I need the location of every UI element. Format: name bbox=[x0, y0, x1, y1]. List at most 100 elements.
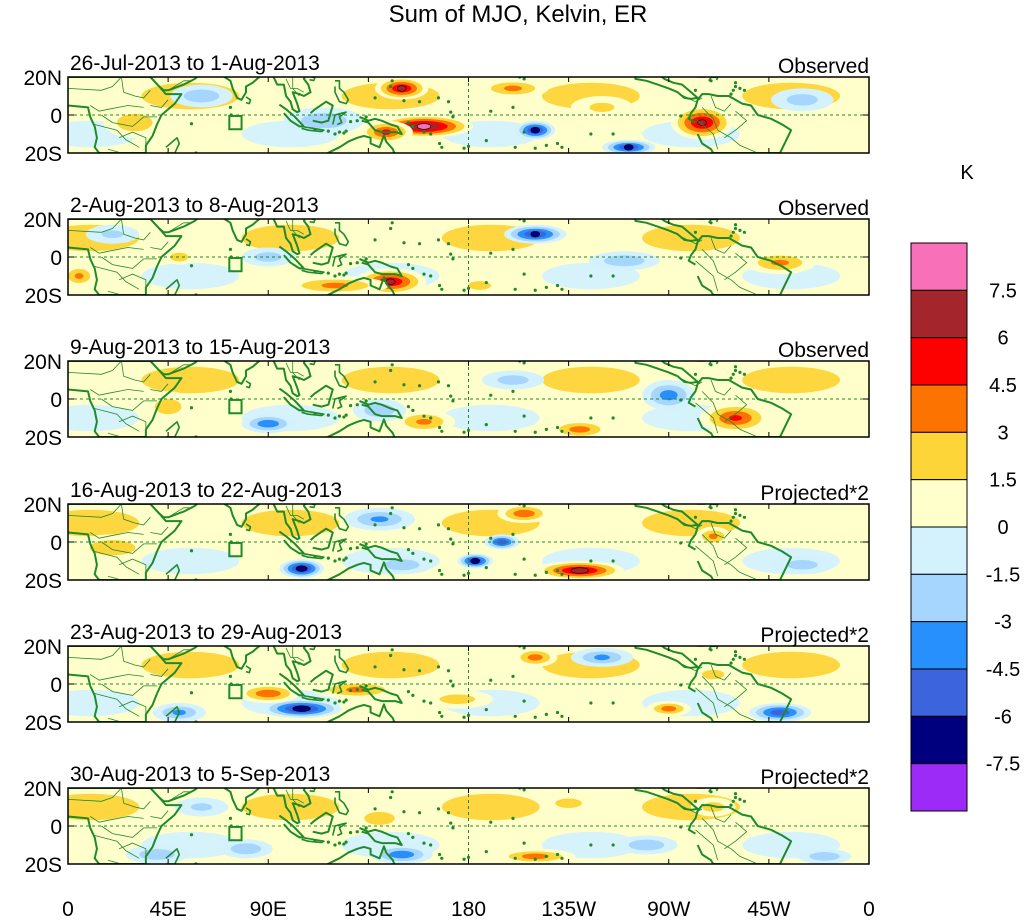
island-dot bbox=[348, 689, 353, 693]
island-dot bbox=[406, 548, 411, 552]
island-dot bbox=[429, 132, 433, 136]
country-border bbox=[285, 78, 305, 93]
island-dot bbox=[555, 283, 560, 288]
colorbar-swatch bbox=[910, 384, 968, 433]
country-border bbox=[679, 662, 703, 672]
country-border bbox=[150, 383, 169, 392]
island-dot bbox=[411, 408, 415, 412]
island-dot bbox=[513, 287, 517, 291]
island-dot bbox=[544, 143, 548, 147]
coastline-madagascar bbox=[165, 420, 181, 437]
background-wave bbox=[642, 224, 740, 252]
anomaly-blob bbox=[628, 839, 665, 851]
coastlines bbox=[68, 353, 793, 437]
island-dot bbox=[440, 856, 444, 860]
country-border bbox=[724, 821, 748, 850]
island-dot bbox=[417, 242, 422, 246]
island-dot bbox=[729, 519, 733, 523]
anomaly-blob bbox=[555, 798, 582, 808]
island-dot bbox=[364, 257, 368, 261]
coastline-srilanka bbox=[245, 238, 252, 247]
colorbar-unit-label: K bbox=[960, 162, 974, 184]
island-dot bbox=[466, 571, 471, 575]
country-border bbox=[68, 77, 122, 91]
island-dot bbox=[522, 361, 526, 365]
background-wave bbox=[742, 366, 841, 394]
island-dot bbox=[355, 688, 359, 692]
island-dot bbox=[560, 287, 564, 291]
island-dot bbox=[189, 549, 194, 553]
country-border bbox=[90, 105, 144, 112]
country-border bbox=[90, 816, 144, 823]
country-border bbox=[724, 537, 748, 566]
country-border bbox=[710, 522, 732, 539]
country-border bbox=[94, 124, 140, 148]
island-dot bbox=[355, 119, 359, 123]
anomaly-blob bbox=[702, 669, 725, 680]
country-border bbox=[710, 664, 732, 681]
island-dot bbox=[679, 825, 683, 829]
island-dot bbox=[733, 653, 738, 658]
island-dot bbox=[446, 669, 451, 673]
coastlines bbox=[68, 77, 793, 153]
island-dot bbox=[693, 88, 698, 92]
island-dot bbox=[742, 88, 747, 92]
island-dot bbox=[522, 841, 526, 845]
country-border bbox=[150, 668, 169, 677]
country-border bbox=[679, 804, 703, 814]
anomaly-blob bbox=[497, 375, 529, 385]
coastline-australia bbox=[321, 561, 396, 580]
country-border bbox=[119, 273, 147, 295]
island-dot bbox=[189, 691, 194, 695]
country-border bbox=[94, 693, 140, 717]
coastline-philippines bbox=[334, 80, 350, 105]
island-dot bbox=[446, 384, 451, 388]
background-wave bbox=[141, 262, 240, 290]
island-dot bbox=[733, 84, 738, 89]
island-dot bbox=[429, 843, 433, 847]
country-border bbox=[167, 364, 193, 375]
country-border bbox=[68, 646, 122, 660]
anomaly-blob bbox=[589, 102, 615, 112]
country-border bbox=[101, 114, 157, 127]
country-border bbox=[285, 220, 305, 235]
island-dot bbox=[449, 394, 453, 398]
island-dot bbox=[326, 556, 330, 560]
anomaly-blob bbox=[708, 533, 718, 540]
island-dot bbox=[522, 788, 526, 792]
island-dot bbox=[348, 404, 353, 408]
coastline-taiwan bbox=[335, 353, 339, 357]
island-dot bbox=[422, 841, 426, 845]
island-dot bbox=[440, 145, 444, 149]
island-dot bbox=[417, 384, 422, 388]
island-dot bbox=[742, 372, 747, 376]
island-dot bbox=[733, 81, 738, 85]
island-dot bbox=[189, 122, 194, 126]
island-dot bbox=[436, 807, 441, 811]
island-dot bbox=[422, 130, 426, 134]
panel-6: 20N 0 20S 30-Aug-2013 to 5-Sep-2013 Projecte… bbox=[23, 763, 870, 877]
island-dot bbox=[326, 840, 330, 844]
background-wave bbox=[541, 366, 640, 394]
panel-2: 20N 0 20S 2-Aug-2013 to 8-Aug-2013 Observed bbox=[23, 194, 870, 308]
island-dot bbox=[422, 699, 426, 703]
colorbar-swatch bbox=[910, 526, 968, 575]
coastline-madagascar bbox=[165, 563, 181, 580]
island-dot bbox=[313, 412, 317, 416]
coastline-india bbox=[222, 788, 261, 812]
island-dot bbox=[522, 77, 526, 81]
island-dot bbox=[544, 427, 548, 431]
island-dot bbox=[364, 684, 368, 688]
island-dot bbox=[189, 264, 194, 268]
colorbar-level-label: 6 bbox=[997, 328, 1008, 350]
coastline-cuba bbox=[693, 788, 706, 789]
island-dot bbox=[436, 238, 441, 242]
coastline-southamerica bbox=[687, 377, 793, 437]
background-wave bbox=[341, 651, 440, 679]
colorbar-swatch bbox=[910, 668, 968, 717]
island-dot bbox=[589, 416, 593, 420]
island-dot bbox=[429, 701, 433, 705]
island-dot bbox=[729, 92, 733, 96]
island-dot bbox=[484, 423, 488, 427]
country-border bbox=[710, 379, 732, 396]
